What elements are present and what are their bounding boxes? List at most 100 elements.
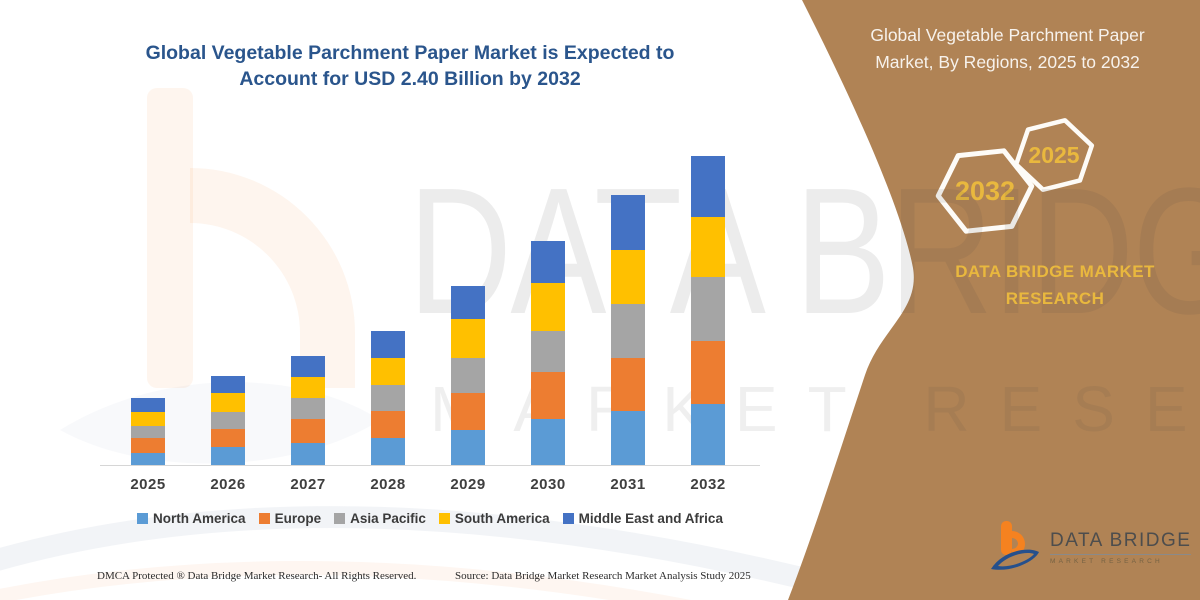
legend-item: South America (438, 511, 550, 526)
legend-swatch (334, 513, 346, 524)
bar-segment (531, 283, 565, 331)
bar-segment (371, 357, 405, 386)
bar-segment (131, 437, 165, 454)
x-axis-label: 2029 (450, 476, 486, 493)
x-axis-label: 2032 (690, 476, 726, 493)
bar-segment (211, 375, 245, 393)
plot-column-2026 (188, 150, 268, 465)
bar-segment (211, 428, 245, 447)
legend-label: Europe (274, 511, 322, 526)
bar-segment (611, 410, 645, 465)
footer-source: Source: Data Bridge Market Research Mark… (455, 570, 751, 582)
hexagon-2025 (1013, 118, 1095, 192)
logo-name: DATA BRIDGE (1050, 530, 1192, 555)
bar-stack-2032 (691, 155, 725, 465)
banner-title: Global Vegetable Parchment Paper Market,… (845, 22, 1170, 76)
legend-swatch (137, 513, 149, 524)
bar-segment (371, 385, 405, 411)
watermark-arcs (0, 506, 833, 600)
legend-item: Middle East and Africa (562, 511, 723, 526)
badge-left-year: 2032 (955, 176, 1015, 206)
legend-swatch (562, 513, 574, 524)
bar-segment (451, 319, 485, 359)
legend-label: Middle East and Africa (578, 511, 723, 526)
bar-segment (131, 412, 165, 427)
hexagon-2032 (935, 148, 1035, 234)
plot-column-2030 (508, 150, 588, 465)
logo-texts: DATA BRIDGE MARKET RESEARCH (1050, 530, 1192, 565)
bar-segment (611, 249, 645, 304)
plot-column-2025 (108, 150, 188, 465)
x-axis-label: 2028 (370, 476, 406, 493)
plot-column-2031 (588, 150, 668, 465)
company-logo: DATA BRIDGE MARKET RESEARCH (988, 519, 1192, 575)
bar-segment (211, 412, 245, 429)
bar-segment (371, 330, 405, 358)
legend-swatch (438, 513, 450, 524)
banner-title-line1: Global Vegetable Parchment Paper (870, 25, 1145, 45)
bar-segment (531, 418, 565, 465)
bar-stack-2025 (131, 397, 165, 465)
bar-segment (291, 443, 325, 465)
bar-segment (371, 410, 405, 438)
x-axis-label: 2026 (210, 476, 246, 493)
bar-stack-2031 (611, 195, 645, 465)
legend-label: South America (454, 511, 550, 526)
legend-label: Asia Pacific (350, 511, 426, 526)
plot-column-2028 (348, 150, 428, 465)
legend-item: Europe (258, 511, 322, 526)
chart-title: Global Vegetable Parchment Paper Market … (115, 40, 705, 92)
bar-stack-2026 (211, 375, 245, 465)
bar-segment (291, 418, 325, 444)
bar-segment (531, 372, 565, 419)
legend-label: North America (153, 511, 246, 526)
banner-brand-line2: RESEARCH (1005, 289, 1105, 308)
x-axis-label: 2025 (130, 476, 166, 493)
banner-title-line2: Market, By Regions, 2025 to 2032 (875, 52, 1140, 72)
legend: North America Europe Asia Pacific South Ame… (100, 511, 760, 526)
bar-segment (531, 330, 565, 373)
bar-segment (131, 426, 165, 438)
bar-segment (611, 195, 645, 250)
bar-stack-2029 (451, 285, 485, 465)
bar-segment (611, 303, 645, 358)
bar-segment (131, 453, 165, 465)
bar-segment (291, 355, 325, 378)
bar-segment (211, 446, 245, 465)
bar-segment (451, 358, 485, 393)
banner-brand-line1: DATA BRIDGE MARKET (955, 262, 1155, 281)
logo-b-icon (991, 521, 1039, 570)
bar-segment (691, 404, 725, 465)
legend-item: North America (137, 511, 246, 526)
x-axis-labels: 2025 2026 2027 2028 2029 2030 2031 2032 (100, 476, 760, 493)
bar-segment (691, 155, 725, 218)
bar-segment (291, 398, 325, 419)
bar-segment (611, 357, 645, 411)
plot-column-2027 (268, 150, 348, 465)
chart-title-line1: Global Vegetable Parchment Paper Market … (145, 42, 675, 64)
bar-segment (691, 217, 725, 277)
bar-segment (691, 276, 725, 342)
bar-segment (531, 240, 565, 284)
banner-panel (788, 0, 1200, 600)
bar-segment (131, 397, 165, 413)
badge-right-year: 2025 (1028, 142, 1079, 168)
x-axis-label: 2027 (290, 476, 326, 493)
bar-segment (371, 437, 405, 465)
badge-hexagons: 2032 2025 (935, 118, 1095, 234)
legend-swatch (258, 513, 270, 524)
legend-item: Asia Pacific (334, 511, 426, 526)
bar-segment (451, 392, 485, 431)
bar-stack-2027 (291, 355, 325, 465)
logo-subtitle: MARKET RESEARCH (1050, 557, 1163, 565)
footer-dmca: DMCA Protected ® Data Bridge Market Rese… (97, 570, 417, 582)
plot-column-2029 (428, 150, 508, 465)
bar-segment (451, 285, 485, 320)
bar-segment (211, 392, 245, 413)
bar-stack-2028 (371, 330, 405, 465)
plot-area (100, 150, 760, 466)
banner-brand-text: DATA BRIDGE MARKET RESEARCH (945, 258, 1165, 312)
bar-segment (691, 341, 725, 405)
